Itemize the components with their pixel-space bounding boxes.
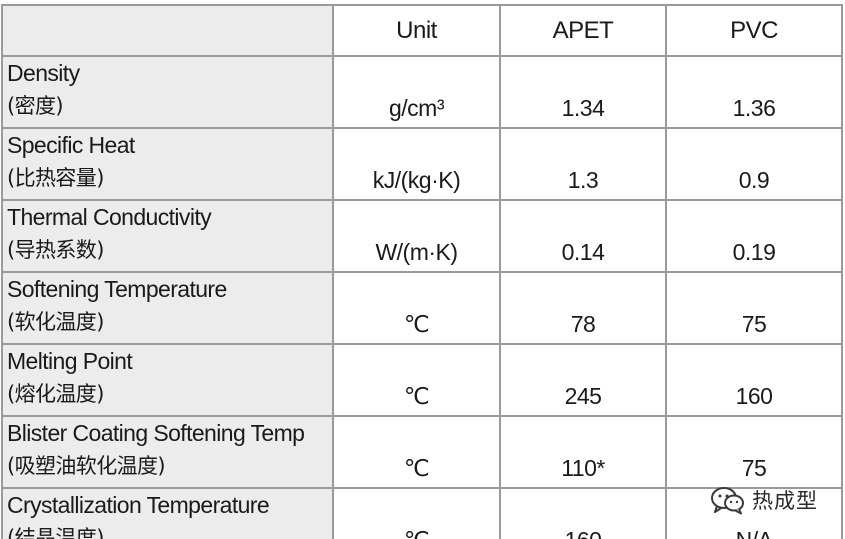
table-row: Specific Heat (比热容量) kJ/(kg·K) 1.3 0.9 bbox=[1, 127, 843, 201]
property-name: Crystallization Temperature bbox=[7, 492, 270, 518]
pvc-value-cell: N/A bbox=[665, 487, 843, 539]
pvc-value-cell: 0.19 bbox=[665, 199, 843, 273]
table-row: Softening Temperature (软化温度) ℃ 78 75 bbox=[1, 271, 843, 345]
property-name-zh: (吸塑油软化温度) bbox=[7, 454, 166, 478]
apet-value-cell: 1.3 bbox=[499, 127, 667, 201]
unit-cell: ℃ bbox=[332, 415, 501, 489]
table-row: Thermal Conductivity (导热系数) W/(m·K) 0.14… bbox=[1, 199, 843, 273]
property-name: Specific Heat bbox=[7, 132, 135, 158]
property-name-zh: (软化温度) bbox=[7, 310, 104, 334]
property-name-zh: (结晶温度) bbox=[7, 526, 104, 539]
header-pvc: PVC bbox=[665, 4, 843, 57]
property-cell: Melting Point (熔化温度) bbox=[1, 343, 334, 417]
property-cell: Density (密度) bbox=[1, 55, 334, 129]
property-name-zh: (密度) bbox=[7, 94, 64, 118]
property-name: Melting Point bbox=[7, 348, 133, 374]
header-corner-cell bbox=[1, 4, 334, 57]
property-cell: Crystallization Temperature (结晶温度) bbox=[1, 487, 334, 539]
table-row: Density (密度) g/cm³ 1.34 1.36 bbox=[1, 55, 843, 129]
property-cell: Specific Heat (比热容量) bbox=[1, 127, 334, 201]
property-name: Softening Temperature bbox=[7, 276, 227, 302]
property-name-zh: (熔化温度) bbox=[7, 382, 104, 406]
pvc-value-cell: 0.9 bbox=[665, 127, 843, 201]
apet-value-cell: 1.34 bbox=[499, 55, 667, 129]
unit-cell: ℃ bbox=[332, 343, 501, 417]
table-row: Melting Point (熔化温度) ℃ 245 160 bbox=[1, 343, 843, 417]
header-apet: APET bbox=[499, 4, 667, 57]
apet-value-cell: 160 bbox=[499, 487, 667, 539]
property-name-zh: (比热容量) bbox=[7, 166, 104, 190]
table-body: Density (密度) g/cm³ 1.34 1.36 Specific He… bbox=[1, 55, 843, 539]
header-row: Unit APET PVC bbox=[1, 4, 843, 57]
unit-cell: ℃ bbox=[332, 271, 501, 345]
pvc-value-cell: 160 bbox=[665, 343, 843, 417]
unit-cell: W/(m·K) bbox=[332, 199, 501, 273]
table-row: Crystallization Temperature (结晶温度) ℃ 160… bbox=[1, 487, 843, 539]
header-unit: Unit bbox=[332, 4, 501, 57]
apet-value-cell: 110* bbox=[499, 415, 667, 489]
property-name: Density bbox=[7, 60, 80, 86]
unit-cell: kJ/(kg·K) bbox=[332, 127, 501, 201]
property-cell: Blister Coating Softening Temp (吸塑油软化温度) bbox=[1, 415, 334, 489]
property-name: Blister Coating Softening Temp bbox=[7, 420, 305, 446]
property-name-zh: (导热系数) bbox=[7, 238, 104, 262]
property-name: Thermal Conductivity bbox=[7, 204, 212, 230]
apet-value-cell: 0.14 bbox=[499, 199, 667, 273]
unit-cell: ℃ bbox=[332, 487, 501, 539]
unit-cell: g/cm³ bbox=[332, 55, 501, 129]
property-cell: Softening Temperature (软化温度) bbox=[1, 271, 334, 345]
apet-value-cell: 78 bbox=[499, 271, 667, 345]
property-cell: Thermal Conductivity (导热系数) bbox=[1, 199, 334, 273]
table-row: Blister Coating Softening Temp (吸塑油软化温度)… bbox=[1, 415, 843, 489]
pvc-value-cell: 75 bbox=[665, 415, 843, 489]
apet-value-cell: 245 bbox=[499, 343, 667, 417]
properties-table: Unit APET PVC Density (密度) g/cm³ 1.34 1.… bbox=[1, 4, 843, 539]
pvc-value-cell: 1.36 bbox=[665, 55, 843, 129]
table-header: Unit APET PVC bbox=[1, 4, 843, 57]
pvc-value-cell: 75 bbox=[665, 271, 843, 345]
